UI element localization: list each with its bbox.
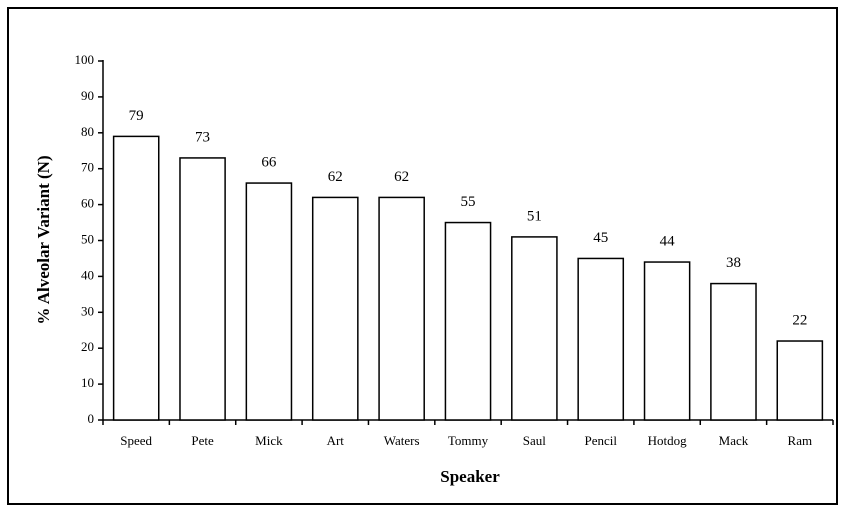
value-label: 79 bbox=[129, 108, 144, 124]
bar bbox=[511, 236, 558, 421]
y-tick-label: 0 bbox=[88, 411, 95, 426]
value-label: 73 bbox=[195, 129, 210, 145]
x-tick-label: Waters bbox=[384, 433, 420, 448]
y-tick-label: 90 bbox=[81, 88, 94, 103]
x-tick-label: Speed bbox=[120, 433, 152, 448]
y-tick-label: 20 bbox=[81, 339, 94, 354]
x-tick-label: Ram bbox=[788, 433, 813, 448]
y-tick-label: 10 bbox=[81, 375, 94, 390]
bar bbox=[444, 221, 492, 421]
value-label: 44 bbox=[660, 233, 676, 249]
y-tick-label: 70 bbox=[81, 160, 94, 175]
frame bbox=[7, 7, 838, 505]
x-tick-label: Art bbox=[327, 433, 345, 448]
x-tick-label: Pete bbox=[191, 433, 214, 448]
bar bbox=[776, 340, 824, 421]
y-tick-label: 40 bbox=[81, 267, 94, 282]
bar bbox=[179, 157, 226, 421]
value-label: 66 bbox=[261, 154, 277, 170]
value-label: 62 bbox=[394, 169, 409, 185]
value-label: 22 bbox=[792, 312, 807, 328]
value-label: 51 bbox=[527, 208, 542, 224]
y-tick-label: 30 bbox=[81, 303, 94, 318]
bar bbox=[643, 261, 691, 421]
x-tick-label: Mack bbox=[719, 433, 749, 448]
bar bbox=[378, 196, 425, 421]
bar bbox=[710, 282, 757, 421]
y-tick-label: 100 bbox=[75, 52, 95, 67]
bar bbox=[112, 135, 160, 421]
value-label: 62 bbox=[328, 169, 343, 185]
y-tick-label: 60 bbox=[81, 196, 94, 211]
bar bbox=[311, 196, 359, 421]
x-tick-label: Hotdog bbox=[648, 433, 688, 448]
value-label: 38 bbox=[726, 255, 741, 271]
x-axis-label: Speaker bbox=[440, 467, 500, 486]
y-tick-label: 80 bbox=[81, 124, 94, 139]
y-axis-label: % Alveolar Variant (N) bbox=[34, 155, 53, 324]
value-label: 55 bbox=[461, 194, 476, 210]
bar bbox=[245, 182, 293, 421]
y-tick-label: 50 bbox=[81, 231, 94, 246]
x-tick-label: Pencil bbox=[584, 433, 617, 448]
value-label: 45 bbox=[593, 230, 608, 246]
x-tick-label: Saul bbox=[523, 433, 547, 448]
x-tick-label: Tommy bbox=[448, 433, 489, 448]
bar bbox=[577, 257, 625, 421]
x-tick-label: Mick bbox=[255, 433, 283, 448]
